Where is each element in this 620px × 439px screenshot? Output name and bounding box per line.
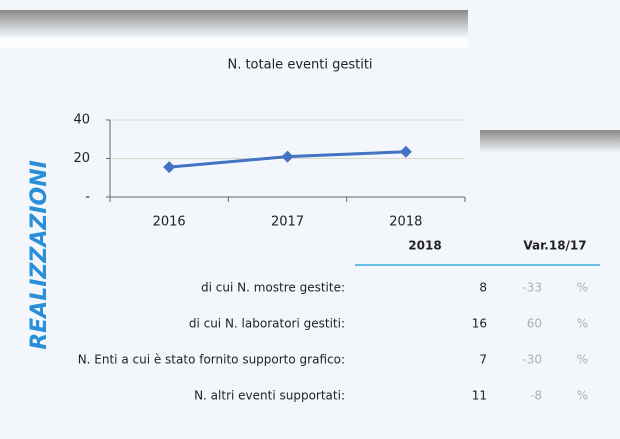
y-tick-label: - — [85, 190, 90, 205]
x-tick-label: 2018 — [389, 215, 422, 230]
row-label: N. Enti a cui è stato fornito supporto g… — [78, 353, 345, 367]
row-unit: % — [577, 281, 588, 295]
y-tick-label: 20 — [73, 151, 90, 166]
row-var: -33 — [522, 281, 542, 295]
decor-bar — [0, 10, 468, 36]
table-header: Var.18/17 — [523, 239, 586, 253]
chart-title: N. totale eventi gestiti — [227, 58, 372, 73]
row-unit: % — [577, 353, 588, 367]
x-tick-label: 2016 — [153, 215, 186, 230]
side-label: REALIZZAZIONI — [27, 160, 52, 350]
row-var: -30 — [522, 353, 542, 367]
row-value: 11 — [472, 389, 487, 403]
table-header: 2018 — [408, 239, 441, 253]
row-value: 7 — [479, 353, 487, 367]
decor — [0, 38, 468, 48]
row-label: di cui N. mostre gestite: — [201, 281, 345, 295]
row-unit: % — [577, 389, 588, 403]
row-label: N. altri eventi supportati: — [194, 389, 345, 403]
row-label: di cui N. laboratori gestiti: — [189, 317, 345, 331]
decor-bar — [480, 130, 620, 152]
row-var: 60 — [527, 317, 542, 331]
row-value: 16 — [472, 317, 487, 331]
marker — [163, 161, 176, 174]
y-tick-label: 40 — [73, 113, 90, 128]
x-tick-label: 2017 — [271, 215, 304, 230]
marker — [281, 150, 294, 163]
row-unit: % — [577, 317, 588, 331]
marker — [399, 145, 412, 158]
row-var: -8 — [530, 389, 542, 403]
row-value: 8 — [479, 281, 487, 295]
